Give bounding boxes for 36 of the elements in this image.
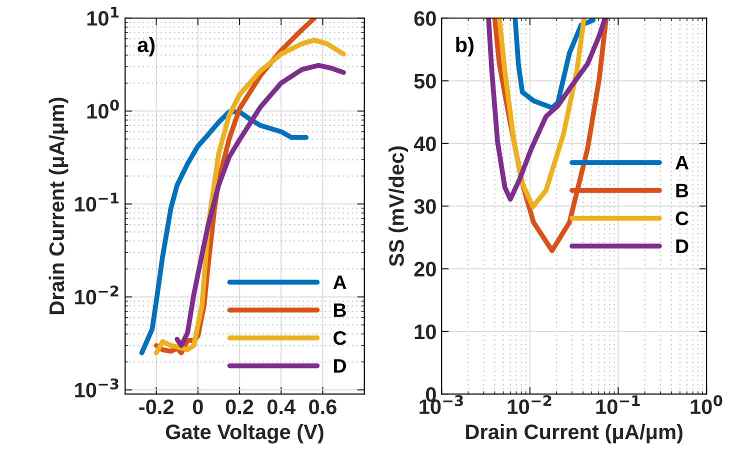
y-tick-label: 60 <box>414 11 436 26</box>
x-tick-label: 10$^{0}$ <box>690 395 722 414</box>
line-series <box>154 38 346 356</box>
y-tick-label: 20 <box>414 262 436 277</box>
x-tick-label: 0.4 <box>267 400 296 414</box>
x-tick-label: 0 <box>192 400 203 414</box>
legend-label: B <box>676 184 688 198</box>
x-tick-label: 0.6 <box>309 400 336 414</box>
y-tick-label: 40 <box>414 136 436 152</box>
y-tick-label: 10$^{0}$ <box>87 100 119 119</box>
y-tick-label: 10$^{−3}$ <box>75 378 118 398</box>
y-tick-label: 10 <box>414 324 436 340</box>
y-tick-label: 30 <box>414 199 436 214</box>
y-tick-label: 10$^{−2}$ <box>75 286 118 305</box>
legend-label: D <box>334 359 346 373</box>
line-series <box>139 109 309 356</box>
line-series <box>174 62 346 348</box>
legend-label: A <box>676 156 689 170</box>
x-tick-label: 10$^{−1}$ <box>596 395 640 414</box>
x-axis-title: Gate Voltage (V) <box>166 424 324 444</box>
x-tick-label: 0.2 <box>226 400 254 414</box>
x-tick-label: -0.2 <box>139 400 174 414</box>
legend-label: C <box>676 211 689 226</box>
y-tick-label: 50 <box>414 74 436 89</box>
legend-label: D <box>676 240 688 253</box>
y-axis-title: Drain Current (μA/μm) <box>48 98 68 314</box>
x-tick-label: 10$^{−2}$ <box>508 395 552 414</box>
x-axis-title: Drain Current (μA/μm) <box>466 424 682 444</box>
legend-label: A <box>333 276 346 290</box>
y-tick-label: 10$^{1}$ <box>87 6 119 26</box>
y-axis-title: SS (mV/dec) <box>388 146 408 266</box>
legend-label: B <box>334 304 346 317</box>
annotation: a) <box>138 36 155 56</box>
annotation: b) <box>456 36 474 56</box>
y-tick-label: 10$^{−1}$ <box>75 192 119 212</box>
legend-label: C <box>334 331 346 345</box>
